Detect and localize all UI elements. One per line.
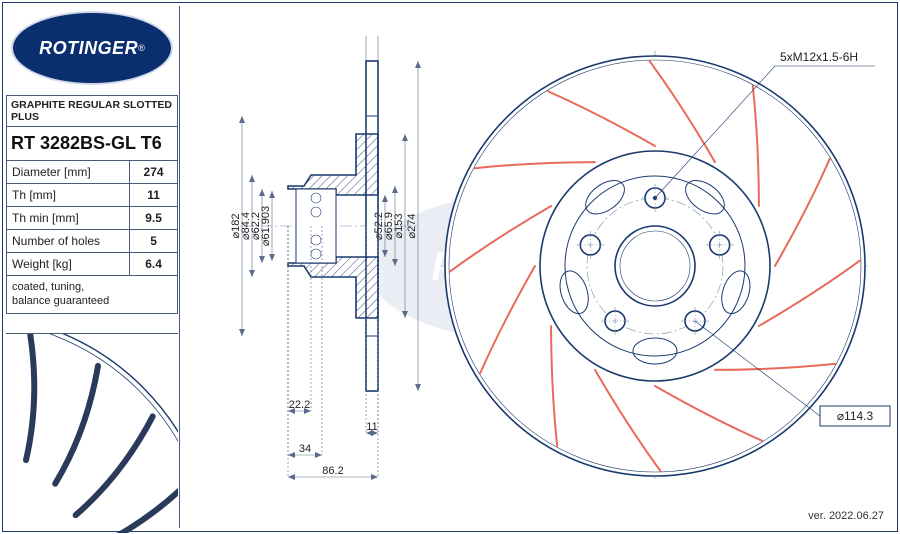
spec-label: Th [mm] <box>7 184 130 207</box>
spec-row: Number of holes5 <box>7 230 178 253</box>
svg-text:5xM12x1.5-6H: 5xM12x1.5-6H <box>780 50 858 64</box>
svg-text:⌀61.903: ⌀61.903 <box>260 206 272 246</box>
svg-text:⌀153: ⌀153 <box>393 214 405 239</box>
spec-panel: GRAPHITE REGULAR SLOTTED PLUS RT 3282BS-… <box>6 95 178 314</box>
part-number: RT 3282BS-GL T6 <box>6 127 178 161</box>
spec-value: 5 <box>130 230 178 253</box>
svg-text:⌀114.3: ⌀114.3 <box>837 409 874 423</box>
registered-mark: ® <box>138 43 145 53</box>
spec-row: Th [mm]11 <box>7 184 178 207</box>
svg-text:34: 34 <box>299 443 311 455</box>
spec-label: Th min [mm] <box>7 207 130 230</box>
spec-value: 9.5 <box>130 207 178 230</box>
spec-table: Diameter [mm]274Th [mm]11Th min [mm]9.5N… <box>6 161 178 276</box>
spec-value: 274 <box>130 161 178 184</box>
svg-text:22.2: 22.2 <box>289 399 310 411</box>
svg-text:86.2: 86.2 <box>322 465 343 477</box>
spec-value: 6.4 <box>130 253 178 276</box>
drawing-area: ROTINGER ⌀182⌀84.4⌀62.2⌀61.903⌀52.2⌀65.9… <box>179 6 894 528</box>
spec-note: coated, tuning,balance guaranteed <box>6 276 178 314</box>
version-label: ver. 2022.06.27 <box>808 510 884 522</box>
product-line: GRAPHITE REGULAR SLOTTED PLUS <box>6 95 178 127</box>
spec-value: 11 <box>130 184 178 207</box>
side-section-view: ⌀182⌀84.4⌀62.2⌀61.903⌀52.2⌀65.9⌀153⌀2742… <box>200 26 430 526</box>
brand-name: ROTINGER <box>39 38 138 59</box>
brand-logo: ROTINGER® <box>11 11 173 85</box>
svg-text:⌀274: ⌀274 <box>406 214 418 239</box>
svg-text:11: 11 <box>366 421 377 433</box>
spec-row: Weight [kg]6.4 <box>7 253 178 276</box>
front-face-view: 5xM12x1.5-6H ⌀114.3 <box>440 16 900 516</box>
spec-row: Diameter [mm]274 <box>7 161 178 184</box>
spec-label: Diameter [mm] <box>7 161 130 184</box>
drawing-frame: ROTINGER® GRAPHITE REGULAR SLOTTED PLUS … <box>2 2 898 532</box>
spec-label: Number of holes <box>7 230 130 253</box>
spec-row: Th min [mm]9.5 <box>7 207 178 230</box>
spec-label: Weight [kg] <box>7 253 130 276</box>
slot-pattern-preview <box>6 333 178 533</box>
